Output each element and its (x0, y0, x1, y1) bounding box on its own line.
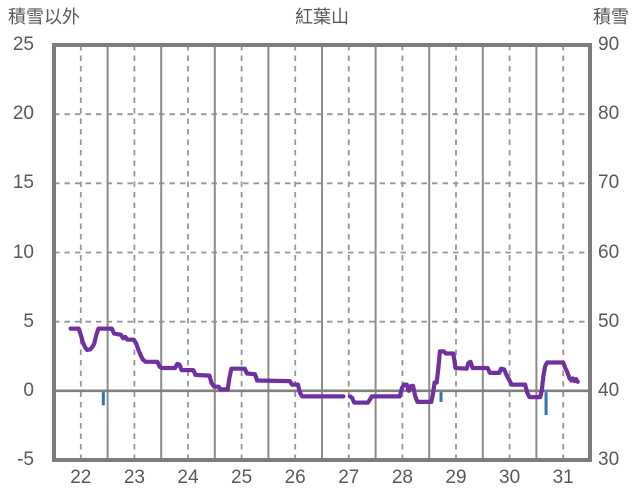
plot-border (52, 43, 592, 462)
chart-title: 紅葉山 (295, 7, 349, 27)
y-right-tick-label: 60 (598, 241, 620, 263)
x-tick-label: 30 (499, 467, 521, 488)
data-line-segment (68, 326, 346, 399)
x-tick-label: 27 (338, 467, 360, 488)
x-tick-label: 25 (231, 467, 253, 488)
event-tick (544, 392, 548, 416)
left-axis-title: 積雪以外 (8, 7, 80, 27)
y-left-tick-label: -5 (17, 449, 34, 470)
x-tick-label: 22 (70, 467, 92, 488)
y-right-tick-label: 90 (598, 34, 620, 55)
y-left-tick-label: 20 (12, 103, 34, 125)
y-left-tick-label: 25 (12, 34, 34, 55)
y-left-tick-label: 10 (12, 241, 34, 263)
y-right-tick-label: 50 (598, 310, 620, 332)
x-tick-label: 24 (177, 467, 199, 488)
y-right-tick-label: 70 (598, 172, 620, 194)
x-tick-label: 23 (123, 467, 145, 488)
x-tick-label: 26 (284, 467, 306, 488)
y-left-tick-label: 0 (23, 379, 34, 401)
right-axis-title: 積雪 (593, 7, 629, 27)
event-tick (439, 392, 443, 402)
y-left-tick-label: 15 (12, 172, 34, 194)
y-left-tick-label: 5 (23, 310, 34, 332)
y-right-tick-label: 40 (598, 379, 620, 401)
event-tick (101, 392, 105, 406)
x-tick-label: 28 (391, 467, 413, 488)
y-right-tick-label: 80 (598, 103, 620, 125)
x-tick-label: 29 (445, 467, 467, 488)
data-line-segment (347, 349, 580, 405)
x-tick-label: 31 (552, 467, 574, 488)
y-right-tick-label: 30 (598, 449, 620, 470)
